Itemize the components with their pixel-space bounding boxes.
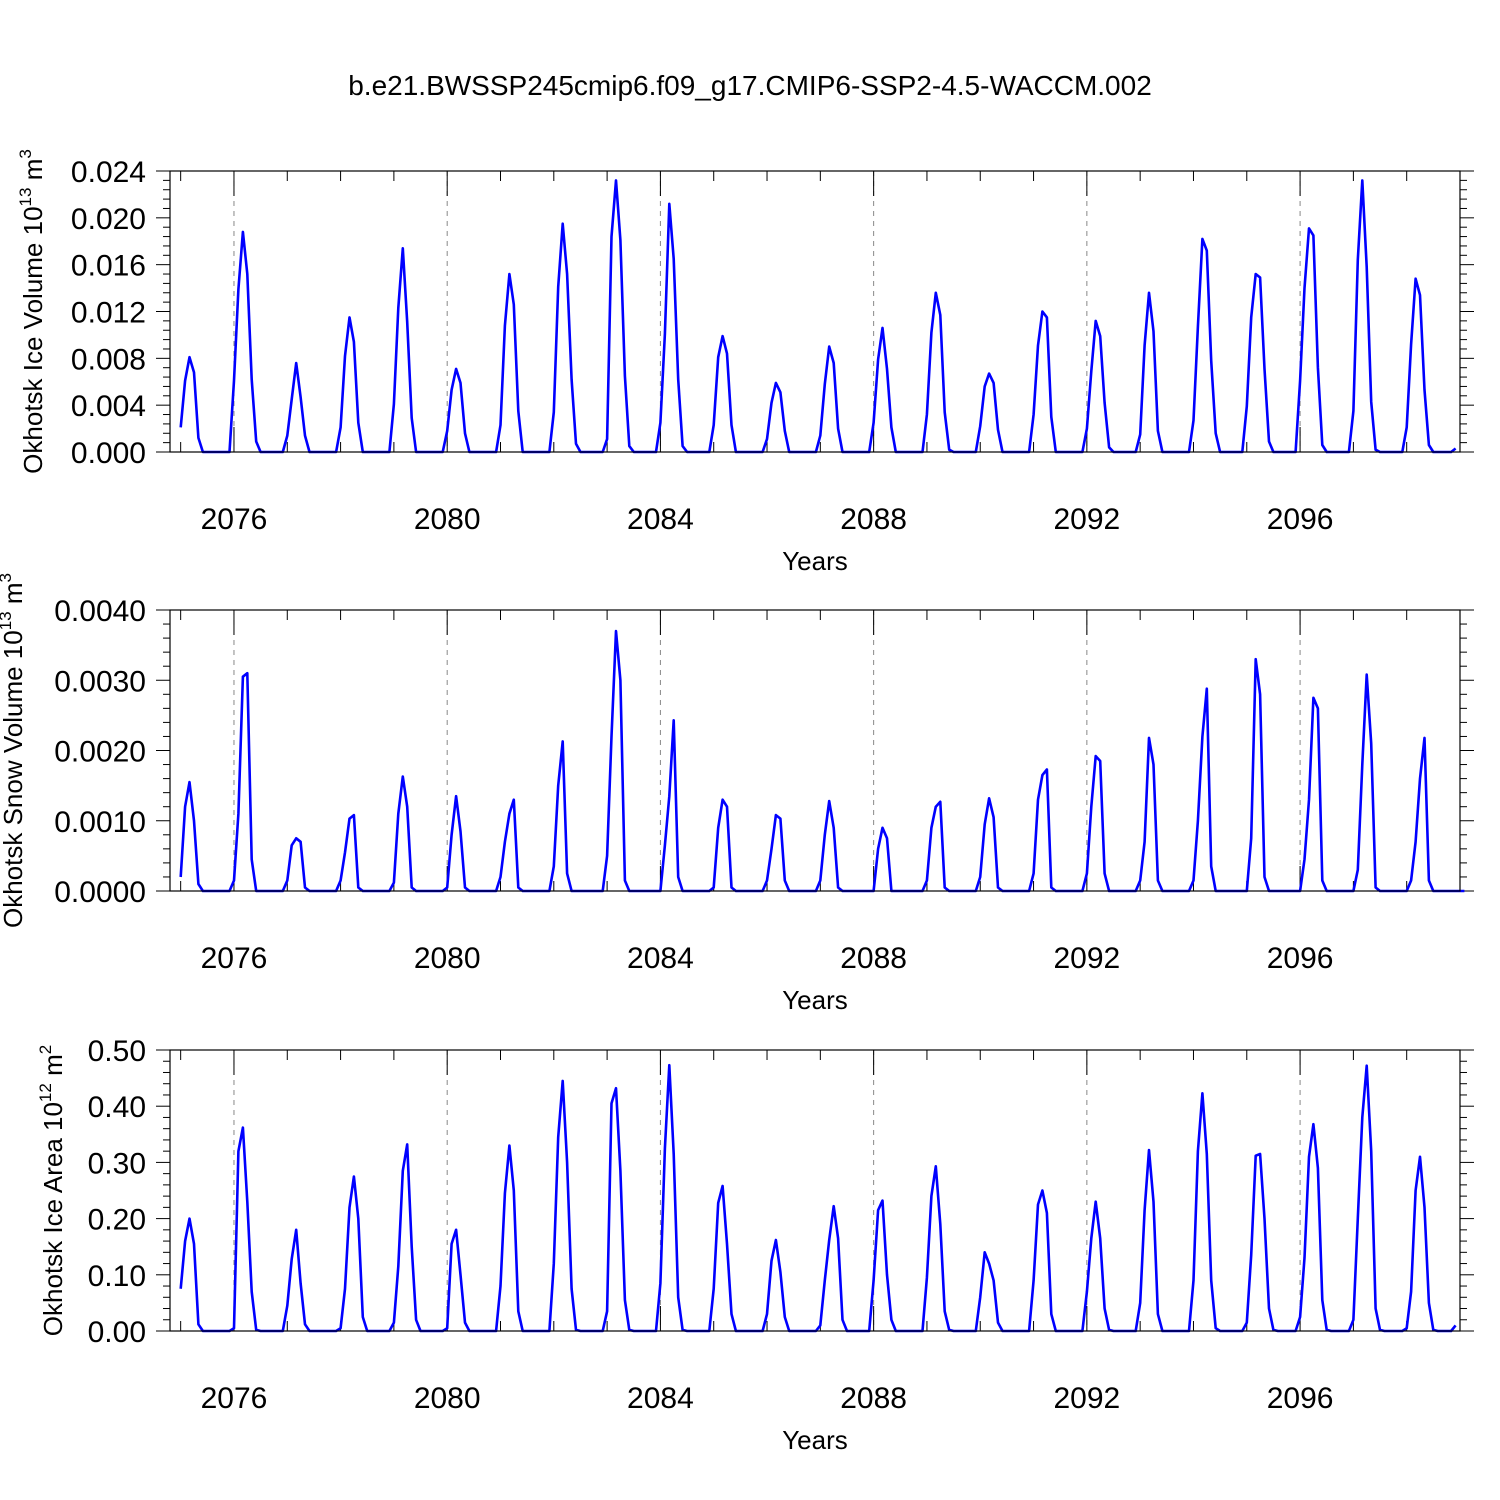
- y-tick-label: 0.20: [88, 1204, 146, 1237]
- y-tick-label: 0.012: [71, 297, 146, 330]
- series-line: [179, 1063, 1457, 1333]
- y-tick-label: 0.000: [71, 437, 146, 470]
- y-tick-label: 0.0010: [54, 806, 146, 839]
- y-tick-label: 0.020: [71, 203, 146, 236]
- plot-frame: [169, 1049, 1461, 1332]
- chart-panel-1: 0.000 0.004 0.008 0.012 0.016 0.020 0.024 2076 2…: [16, 149, 1474, 576]
- x-tick-label: 2084: [627, 503, 694, 536]
- x-tick-label: 2084: [627, 1382, 694, 1415]
- x-tick-label: 2076: [201, 503, 268, 536]
- chart-panel-2: 0.0000 0.0010 0.0020 0.0030 0.0040 2076 2080 20…: [0, 573, 1474, 1015]
- y-tick-label: 0.40: [88, 1091, 146, 1124]
- y-tick-label: 0.10: [88, 1260, 146, 1293]
- y-tick-label: 0.008: [71, 343, 146, 376]
- y-tick-label: 0.0020: [54, 736, 146, 769]
- y-tick-label: 0.0000: [54, 876, 146, 909]
- x-tick-label: 2076: [201, 1382, 268, 1415]
- series-line: [179, 629, 1465, 893]
- y-axis-label: Okhotsk Snow Volume 1013 m3: [0, 573, 28, 928]
- x-tick-label: 2096: [1267, 1382, 1334, 1415]
- y-tick-label: 0.0030: [54, 665, 146, 698]
- y-tick-label: 0.30: [88, 1147, 146, 1180]
- x-tick-label: 2088: [840, 942, 907, 975]
- x-tick-label: 2076: [201, 942, 268, 975]
- x-tick-label: 2080: [414, 942, 481, 975]
- x-tick-label: 2084: [627, 942, 694, 975]
- x-tick-label: 2092: [1053, 1382, 1120, 1415]
- y-tick-label: 0.0040: [54, 595, 146, 628]
- chart-panel-3: 0.00 0.10 0.20 0.30 0.40 0.50 2076 2080 2084 2088…: [36, 1035, 1474, 1455]
- series-line: [179, 179, 1457, 454]
- x-tick-label: 2088: [840, 1382, 907, 1415]
- y-tick-label: 0.50: [88, 1035, 146, 1068]
- x-tick-label: 2080: [414, 503, 481, 536]
- y-axis-label: Okhotsk Ice Area 1012 m2: [36, 1045, 68, 1336]
- y-tick-label: 0.016: [71, 250, 146, 283]
- x-tick-label: 2096: [1267, 942, 1334, 975]
- x-tick-label: 2092: [1053, 503, 1120, 536]
- y-tick-label: 0.024: [71, 156, 146, 189]
- y-tick-label: 0.004: [71, 390, 146, 423]
- x-tick-label: 2096: [1267, 503, 1334, 536]
- x-tick-label: 2080: [414, 1382, 481, 1415]
- x-axis-label: Years: [782, 1425, 848, 1455]
- y-tick-label: 0.00: [88, 1316, 146, 1349]
- x-axis-label: Years: [782, 546, 848, 576]
- plot-frame: [169, 170, 1461, 453]
- figure-title: b.e21.BWSSP245cmip6.f09_g17.CMIP6-SSP2-4…: [348, 70, 1152, 101]
- x-tick-label: 2088: [840, 503, 907, 536]
- x-axis-label: Years: [782, 985, 848, 1015]
- plot-frame: [169, 609, 1461, 892]
- y-axis-label: Okhotsk Ice Volume 1013 m3: [16, 149, 48, 474]
- x-tick-label: 2092: [1053, 942, 1120, 975]
